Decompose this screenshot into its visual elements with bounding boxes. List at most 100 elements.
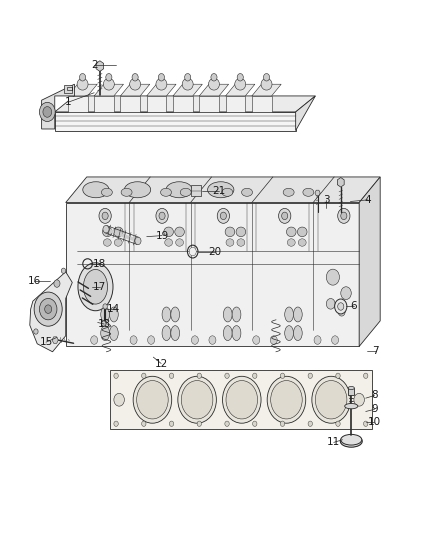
Circle shape xyxy=(91,336,98,344)
Circle shape xyxy=(132,74,138,81)
Text: 18: 18 xyxy=(93,259,106,269)
Text: 8: 8 xyxy=(371,391,378,400)
Ellipse shape xyxy=(102,188,112,196)
Text: 7: 7 xyxy=(372,346,379,356)
Circle shape xyxy=(364,373,368,378)
Circle shape xyxy=(253,373,257,378)
Circle shape xyxy=(217,208,230,223)
Ellipse shape xyxy=(176,239,184,246)
Ellipse shape xyxy=(103,239,111,246)
Ellipse shape xyxy=(293,307,302,322)
Circle shape xyxy=(133,376,172,423)
Circle shape xyxy=(237,74,244,81)
Ellipse shape xyxy=(164,227,173,237)
Polygon shape xyxy=(68,84,97,96)
Text: 1: 1 xyxy=(64,98,71,107)
Ellipse shape xyxy=(171,307,180,322)
Ellipse shape xyxy=(261,78,272,90)
Ellipse shape xyxy=(235,78,246,90)
Polygon shape xyxy=(42,84,74,129)
Circle shape xyxy=(279,208,291,223)
Polygon shape xyxy=(252,84,281,96)
Text: 3: 3 xyxy=(323,195,330,205)
Ellipse shape xyxy=(113,227,123,237)
Circle shape xyxy=(178,376,216,423)
Ellipse shape xyxy=(114,239,122,246)
Polygon shape xyxy=(120,84,150,96)
Polygon shape xyxy=(226,96,245,112)
Polygon shape xyxy=(55,96,315,112)
Circle shape xyxy=(364,421,368,426)
Circle shape xyxy=(263,74,269,81)
Circle shape xyxy=(141,373,146,378)
Circle shape xyxy=(156,208,168,223)
Text: 19: 19 xyxy=(155,231,169,240)
Text: 21: 21 xyxy=(212,186,226,196)
Circle shape xyxy=(141,421,146,426)
Text: 2: 2 xyxy=(91,60,98,70)
Text: 20: 20 xyxy=(208,247,221,256)
Circle shape xyxy=(130,336,137,344)
Ellipse shape xyxy=(223,307,232,322)
Ellipse shape xyxy=(110,307,118,322)
Ellipse shape xyxy=(121,188,132,196)
Polygon shape xyxy=(147,96,166,112)
Polygon shape xyxy=(296,96,315,131)
Circle shape xyxy=(80,74,86,81)
Ellipse shape xyxy=(162,326,171,341)
Bar xyxy=(191,185,201,196)
Circle shape xyxy=(114,393,124,406)
Circle shape xyxy=(336,421,340,426)
Polygon shape xyxy=(68,96,88,112)
Circle shape xyxy=(354,393,364,406)
Ellipse shape xyxy=(286,227,296,237)
Polygon shape xyxy=(147,84,176,96)
Circle shape xyxy=(148,336,155,344)
Ellipse shape xyxy=(225,227,235,237)
Circle shape xyxy=(211,74,217,81)
Circle shape xyxy=(39,102,55,122)
Circle shape xyxy=(308,373,312,378)
Ellipse shape xyxy=(162,307,171,322)
Text: 12: 12 xyxy=(155,359,168,368)
Polygon shape xyxy=(66,203,359,346)
Circle shape xyxy=(189,247,196,256)
Polygon shape xyxy=(252,96,272,112)
Circle shape xyxy=(209,336,216,344)
Polygon shape xyxy=(359,177,380,346)
Text: 16: 16 xyxy=(28,276,41,286)
Ellipse shape xyxy=(283,188,294,196)
Circle shape xyxy=(271,381,302,419)
Ellipse shape xyxy=(341,434,362,445)
Bar xyxy=(348,388,354,395)
Circle shape xyxy=(335,299,347,314)
Circle shape xyxy=(341,287,351,300)
Ellipse shape xyxy=(285,307,293,322)
Ellipse shape xyxy=(165,239,173,246)
Ellipse shape xyxy=(160,188,172,196)
Ellipse shape xyxy=(208,78,219,90)
Ellipse shape xyxy=(156,78,167,90)
Circle shape xyxy=(223,376,261,423)
Text: 13: 13 xyxy=(98,319,111,329)
Circle shape xyxy=(106,74,112,81)
Circle shape xyxy=(282,212,288,220)
Ellipse shape xyxy=(103,78,114,90)
Polygon shape xyxy=(94,84,124,96)
Text: 4: 4 xyxy=(364,195,371,205)
Ellipse shape xyxy=(232,307,241,322)
Circle shape xyxy=(341,212,347,220)
Circle shape xyxy=(338,208,350,223)
Circle shape xyxy=(61,268,66,273)
Circle shape xyxy=(280,373,285,378)
Circle shape xyxy=(225,373,229,378)
Text: 9: 9 xyxy=(371,405,378,414)
Ellipse shape xyxy=(83,269,107,304)
Circle shape xyxy=(170,373,174,378)
Ellipse shape xyxy=(208,182,234,198)
Ellipse shape xyxy=(83,182,109,198)
Ellipse shape xyxy=(237,239,245,246)
Circle shape xyxy=(102,212,108,220)
Polygon shape xyxy=(173,96,193,112)
Circle shape xyxy=(102,321,106,326)
